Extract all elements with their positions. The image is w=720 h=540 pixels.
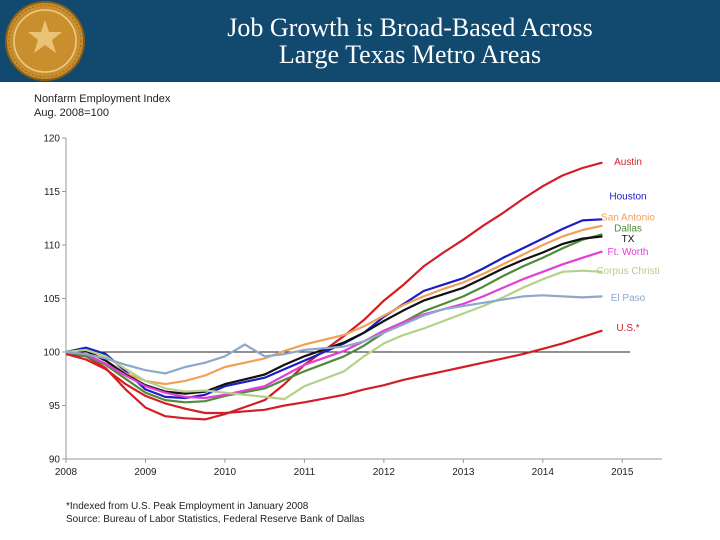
y-tick-label: 95: [49, 401, 61, 412]
title-banner: [0, 0, 720, 82]
series-label-austin: Austin: [614, 157, 642, 168]
page-title: Job Growth is Broad-Based Across Large T…: [140, 14, 680, 68]
x-tick-label: 2014: [532, 467, 555, 478]
series-label-tx: TX: [622, 234, 635, 245]
y-tick-label: 110: [44, 241, 60, 252]
y-tick-label: 100: [43, 348, 60, 359]
series-label-corpus-christi: Corpus Christi: [596, 266, 659, 277]
x-tick-label: 2015: [611, 467, 634, 478]
series-label-san-antonio: San Antonio: [601, 213, 655, 224]
series-line-austin: [65, 161, 603, 421]
footnote-source: Source: Bureau of Labor Statistics, Fede…: [66, 514, 365, 525]
series-line-corpus-christi: [65, 269, 603, 401]
y-axis-title: Nonfarm Employment Index Aug. 2008=100: [34, 92, 170, 120]
x-tick-label: 2013: [452, 467, 475, 478]
y-axis-title-line-2: Aug. 2008=100: [34, 107, 109, 119]
series-line-dallas: [65, 233, 603, 404]
y-tick-label: 115: [44, 187, 60, 198]
y-tick-label: 105: [43, 294, 60, 305]
series-line-u-s: [65, 329, 603, 415]
y-tick-label: 120: [43, 134, 60, 145]
series-label-houston: Houston: [609, 191, 646, 202]
x-tick-label: 2011: [294, 467, 316, 478]
title-line-2: Large Texas Metro Areas: [278, 40, 542, 69]
x-tick-label: 2008: [55, 467, 78, 478]
series-label-u-s: U.S.*: [616, 323, 639, 334]
series-label-dallas: Dallas: [614, 223, 642, 234]
series-line-el-paso: [65, 294, 603, 375]
series-label-ft-worth: Ft. Worth: [608, 247, 649, 258]
federal-reserve-seal: [5, 1, 85, 81]
title-line-1: Job Growth is Broad-Based Across: [227, 13, 593, 42]
x-tick-label: 2009: [134, 467, 157, 478]
footnote-indexed: *Indexed from U.S. Peak Employment in Ja…: [66, 501, 309, 512]
x-tick-label: 2010: [214, 467, 237, 478]
y-axis-title-line-1: Nonfarm Employment Index: [34, 93, 171, 105]
footnotes: *Indexed from U.S. Peak Employment in Ja…: [66, 500, 364, 526]
series-line-ft-worth: [65, 250, 603, 400]
series-label-el-paso: El Paso: [611, 293, 646, 304]
y-tick-label: 90: [49, 455, 61, 466]
x-tick-label: 2012: [373, 467, 396, 478]
